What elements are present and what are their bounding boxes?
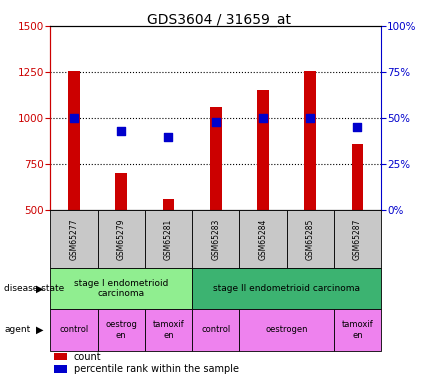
Bar <box>334 210 381 268</box>
Bar <box>115 173 127 210</box>
Text: GSM65277: GSM65277 <box>70 218 78 260</box>
Text: ▶: ▶ <box>35 325 43 335</box>
Bar <box>54 353 67 360</box>
Point <box>354 124 361 130</box>
Bar <box>145 309 192 351</box>
Bar <box>210 107 222 210</box>
Bar <box>352 144 364 210</box>
Text: GSM65284: GSM65284 <box>258 218 268 260</box>
Text: tamoxif
en: tamoxif en <box>342 320 373 340</box>
Point <box>165 134 172 140</box>
Bar <box>192 309 239 351</box>
Text: GSM65281: GSM65281 <box>164 218 173 260</box>
Text: count: count <box>74 352 101 362</box>
Text: GSM65283: GSM65283 <box>211 218 220 260</box>
Bar <box>304 71 316 210</box>
Text: GSM65287: GSM65287 <box>353 218 362 260</box>
Bar <box>239 309 334 351</box>
Bar <box>192 268 381 309</box>
Point <box>259 115 266 121</box>
Text: GSM65285: GSM65285 <box>306 218 314 260</box>
Text: control: control <box>201 326 230 334</box>
Text: stage I endometrioid
carcinoma: stage I endometrioid carcinoma <box>74 279 169 298</box>
Bar <box>50 210 98 268</box>
Text: percentile rank within the sample: percentile rank within the sample <box>74 364 239 374</box>
Bar <box>162 199 174 210</box>
Text: control: control <box>60 326 88 334</box>
Text: tamoxif
en: tamoxif en <box>152 320 184 340</box>
Text: agent: agent <box>4 326 31 334</box>
Point <box>212 119 219 125</box>
Point <box>307 115 314 121</box>
Text: GSM65279: GSM65279 <box>117 218 126 260</box>
Bar <box>286 210 334 268</box>
Point <box>71 115 78 121</box>
Bar <box>50 268 192 309</box>
Bar <box>50 309 98 351</box>
Bar <box>257 90 269 210</box>
Bar <box>98 210 145 268</box>
Bar <box>98 309 145 351</box>
Text: ▶: ▶ <box>35 284 43 294</box>
Text: oestrogen: oestrogen <box>265 326 308 334</box>
Text: GDS3604 / 31659_at: GDS3604 / 31659_at <box>147 13 291 27</box>
Bar <box>192 210 239 268</box>
Text: stage II endometrioid carcinoma: stage II endometrioid carcinoma <box>213 284 360 293</box>
Bar <box>239 210 286 268</box>
Bar <box>68 71 80 210</box>
Text: disease state: disease state <box>4 284 65 293</box>
Bar <box>334 309 381 351</box>
Text: oestrog
en: oestrog en <box>105 320 137 340</box>
Point <box>118 128 125 134</box>
Bar <box>54 365 67 373</box>
Bar <box>145 210 192 268</box>
